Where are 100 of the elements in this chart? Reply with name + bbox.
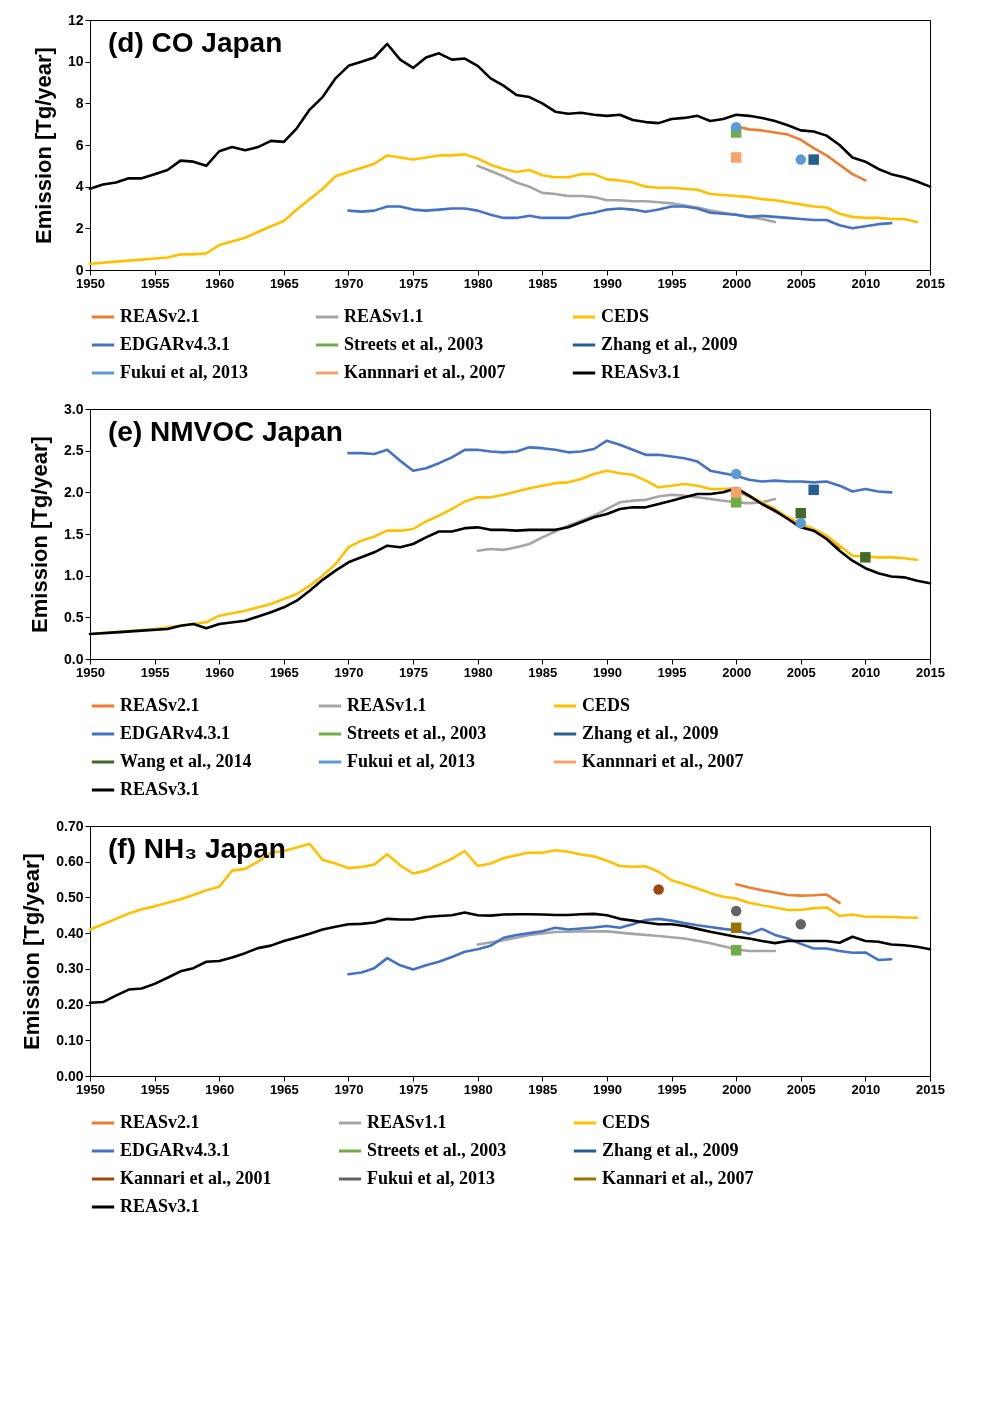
x-tick-label: 1950 [76,664,105,680]
x-tick-label: 1990 [592,1081,622,1097]
x-tick-label: 2015 [916,664,945,680]
x-tick-label: 1970 [334,275,364,291]
x-tick-label: 2005 [786,664,816,680]
y-tick-label: 0.70 [56,817,84,834]
x-tick-label: 1960 [205,1081,235,1097]
legend-label: Fukui et al, 2013 [120,362,249,382]
x-tick-label: 1975 [399,664,429,680]
x-tick-label: 2000 [722,1081,752,1097]
x-tick-label: 1970 [334,664,364,680]
x-tick-label: 1985 [528,1081,558,1097]
y-tick-label: 10 [67,53,84,70]
x-tick-label: 1990 [592,664,622,680]
x-tick-label: 1980 [463,275,493,291]
point [808,154,819,165]
y-axis-title: Emission [Tg/year] [27,436,53,633]
x-tick-label: 1970 [334,1081,364,1097]
x-tick-label: 2000 [722,275,752,291]
x-tick-label: 1975 [399,275,429,291]
legend-label: CEDS [602,1112,651,1132]
legend-label: REASv1.1 [344,306,424,326]
legend-label: Streets et al., 2003 [344,334,484,354]
x-tick-label: 1995 [657,275,687,291]
legend-label: EDGARv4.3.1 [120,334,231,354]
legend-label: Kannnari et al., 2007 [344,362,506,382]
legend-label: REASv3.1 [601,362,681,382]
y-axis-title: Emission [Tg/year] [30,47,56,244]
legend-label: REASv2.1 [120,1112,200,1132]
point [808,484,819,496]
legend-label: Kannari et al., 2001 [120,1168,272,1188]
x-tick-label: 2010 [851,664,881,680]
legend-label: Wang et al., 2014 [120,751,252,771]
y-tick-label: 0 [75,261,84,278]
x-tick-label: 1995 [657,664,687,680]
line-series [347,917,893,976]
legend-label: Streets et al., 2003 [367,1140,507,1160]
legend-label: Zhang et al., 2009 [602,1140,739,1160]
legend-label: Kannari et al., 2007 [602,1168,754,1188]
y-tick-label: 4 [75,178,84,195]
y-tick-label: 0.50 [56,888,84,905]
y-tick-label: 1.0 [64,567,84,584]
legend-label: Zhang et al., 2009 [601,334,738,354]
y-tick-label: 0.30 [56,960,84,977]
line-series [734,882,841,905]
x-tick-label: 1950 [76,1081,105,1097]
legend-label: REASv2.1 [120,695,200,715]
x-tick-label: 1985 [528,275,558,291]
point [730,905,742,917]
x-tick-label: 2015 [916,1081,945,1097]
y-tick-label: 3.0 [64,400,84,417]
legend-label: Kannnari et al., 2007 [582,751,744,771]
point [730,922,742,934]
line-series [88,153,919,266]
y-tick-label: 0.0 [64,650,84,667]
legend-label: REASv3.1 [120,779,200,799]
legend-label: CEDS [601,306,650,326]
legend-label: EDGARv4.3.1 [120,1140,231,1160]
y-tick-label: 0.20 [56,996,84,1013]
point [795,517,807,529]
y-tick-label: 1.5 [64,525,84,542]
point [653,884,664,895]
legend-label: Zhang et al., 2009 [582,723,719,743]
line-series [347,205,893,230]
y-tick-label: 0.10 [56,1031,84,1048]
y-axis-title: Emission [Tg/year] [19,853,45,1050]
y-tick-label: 2.0 [64,483,84,500]
y-tick-label: 6 [75,136,84,153]
y-tick-label: 2 [75,219,84,236]
x-tick-label: 1965 [269,664,299,680]
point [795,507,807,519]
x-tick-label: 1965 [269,275,299,291]
y-tick-label: 12 [67,11,84,28]
legend-label: Fukui et al, 2013 [367,1168,496,1188]
point [860,552,871,563]
x-tick-label: 1960 [205,664,235,680]
legend-label: REASv1.1 [367,1112,447,1132]
chart-title: (d) CO Japan [108,27,283,58]
x-tick-label: 2000 [722,664,752,680]
legend-label: Fukui et al, 2013 [347,751,476,771]
x-tick-label: 1990 [592,275,622,291]
legend-label: REASv3.1 [120,1196,200,1216]
y-tick-label: 0.5 [64,608,84,625]
y-tick-label: 0.60 [56,853,84,870]
point [730,152,742,163]
point [730,497,742,508]
legend-label: REASv1.1 [347,695,427,715]
point [730,945,742,956]
x-tick-label: 2010 [851,1081,881,1097]
x-tick-label: 1960 [205,275,235,291]
line-series [476,493,777,552]
x-tick-label: 1980 [463,664,493,680]
point [795,918,807,930]
point [795,154,807,165]
x-tick-label: 1975 [399,1081,429,1097]
legend-label: EDGARv4.3.1 [120,723,231,743]
point [730,468,742,480]
legend-label: Streets et al., 2003 [347,723,487,743]
chart-title: (e) NMVOC Japan [108,416,343,447]
y-tick-label: 2.5 [64,442,84,459]
